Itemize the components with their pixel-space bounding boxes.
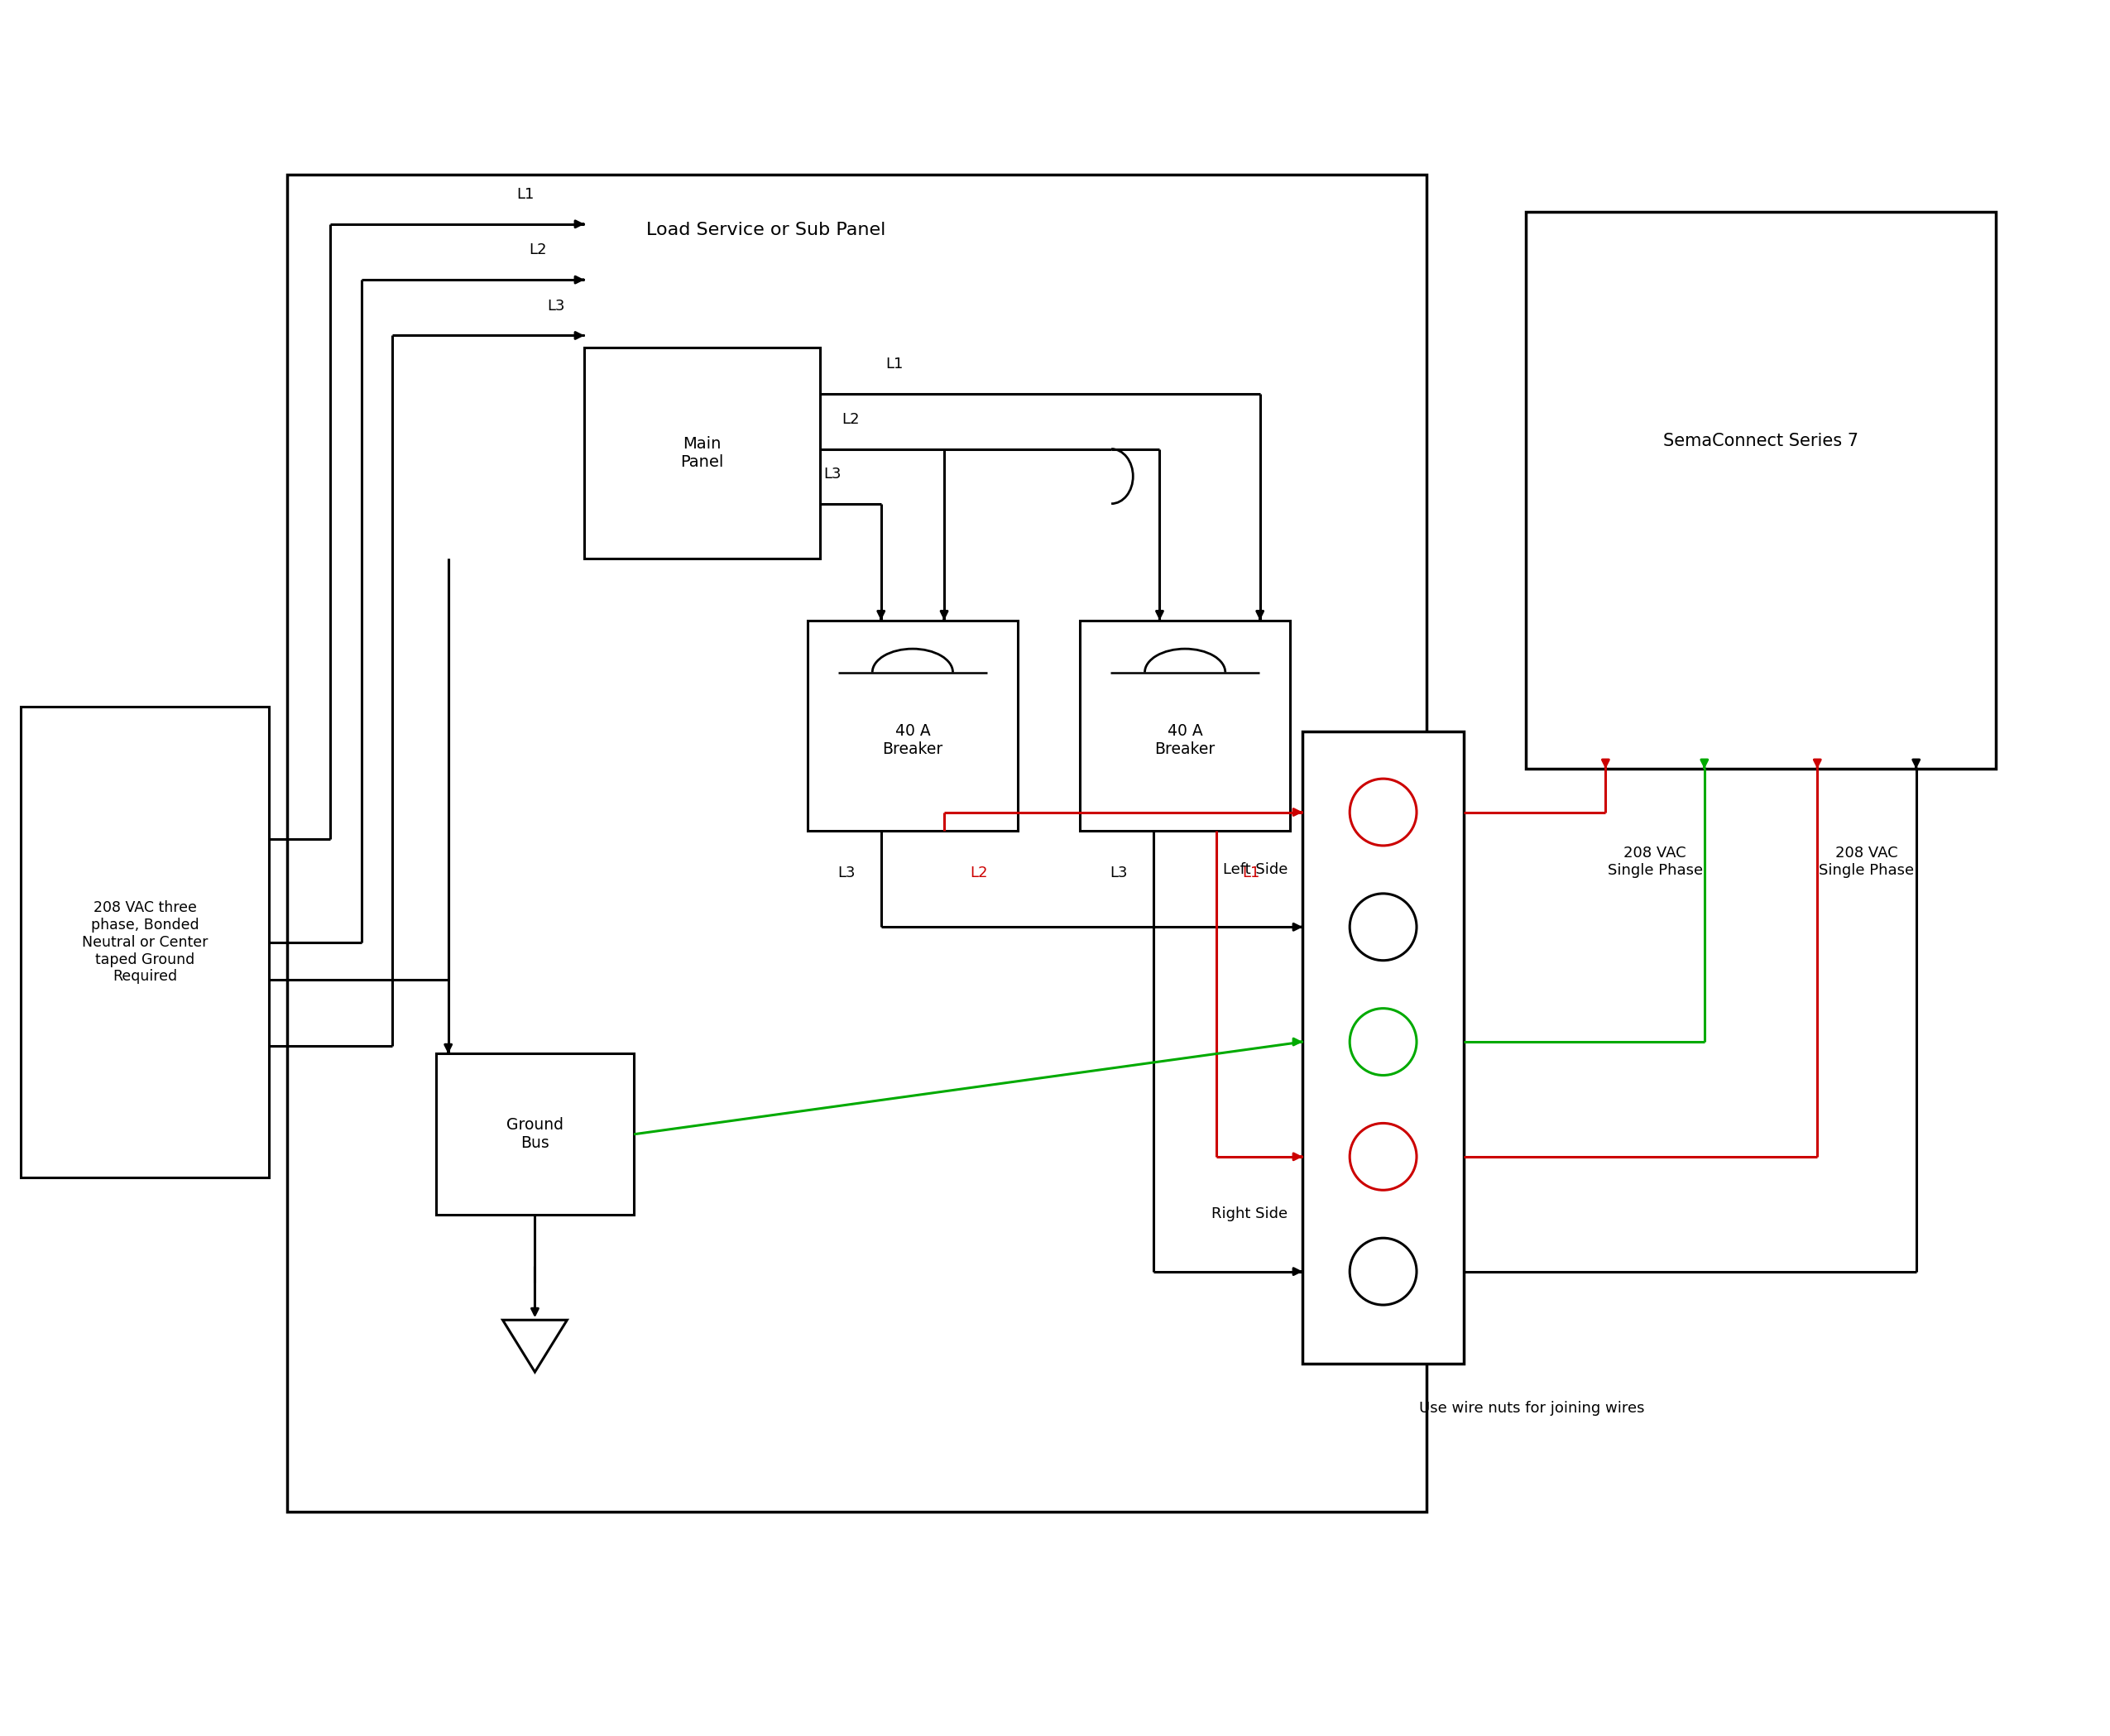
Text: 40 A
Breaker: 40 A Breaker xyxy=(882,724,943,757)
Bar xyxy=(287,175,1426,1512)
Bar xyxy=(21,707,268,1177)
Text: L2: L2 xyxy=(971,866,987,880)
Text: Main
Panel: Main Panel xyxy=(679,436,724,470)
Text: Ground
Bus: Ground Bus xyxy=(506,1118,563,1151)
Bar xyxy=(584,347,819,559)
Text: L1: L1 xyxy=(886,358,903,372)
Circle shape xyxy=(1350,1238,1416,1305)
Bar xyxy=(1526,212,1996,769)
Text: Load Service or Sub Panel: Load Service or Sub Panel xyxy=(646,222,886,238)
Bar xyxy=(1080,620,1291,832)
Text: L3: L3 xyxy=(546,299,565,312)
Text: L3: L3 xyxy=(838,866,855,880)
Text: L2: L2 xyxy=(530,243,546,257)
Text: 208 VAC
Single Phase: 208 VAC Single Phase xyxy=(1608,845,1703,878)
Text: L3: L3 xyxy=(1110,866,1127,880)
Text: L3: L3 xyxy=(823,467,842,481)
Bar xyxy=(808,620,1017,832)
Circle shape xyxy=(1350,779,1416,845)
Text: 208 VAC
Single Phase: 208 VAC Single Phase xyxy=(1819,845,1914,878)
Text: 208 VAC three
phase, Bonded
Neutral or Center
taped Ground
Required: 208 VAC three phase, Bonded Neutral or C… xyxy=(82,901,209,984)
Text: SemaConnect Series 7: SemaConnect Series 7 xyxy=(1663,432,1859,450)
Circle shape xyxy=(1350,894,1416,960)
Circle shape xyxy=(1350,1123,1416,1191)
Circle shape xyxy=(1350,1009,1416,1075)
Text: Right Side: Right Side xyxy=(1211,1207,1287,1222)
Text: L1: L1 xyxy=(1243,866,1260,880)
Text: Left Side: Left Side xyxy=(1224,863,1287,877)
Text: L1: L1 xyxy=(517,187,534,201)
Bar xyxy=(1302,733,1464,1363)
Text: L2: L2 xyxy=(842,411,859,427)
Text: 40 A
Breaker: 40 A Breaker xyxy=(1154,724,1215,757)
Text: Use wire nuts for joining wires: Use wire nuts for joining wires xyxy=(1420,1401,1644,1415)
Bar xyxy=(437,1054,633,1215)
